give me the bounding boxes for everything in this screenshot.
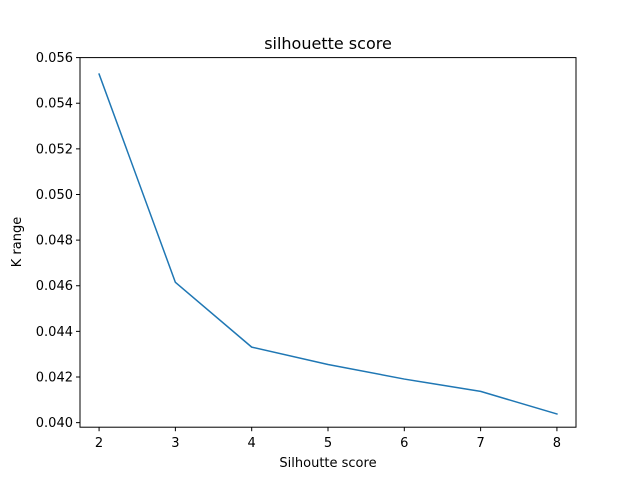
- y-tick-label: 0.052: [36, 142, 73, 157]
- series-line: [98, 73, 558, 415]
- series-group: [98, 73, 558, 415]
- y-tick-label: 0.054: [36, 97, 73, 112]
- y-axis-ticks: 0.040 0.042 0.044 0.046 0.048 0.050 0.052 0.054…: [36, 51, 80, 431]
- x-tick-label: 3: [171, 436, 179, 451]
- chart-title: silhouette score: [264, 34, 392, 53]
- y-tick-label: 0.040: [36, 416, 73, 431]
- x-tick-label: 8: [553, 436, 561, 451]
- x-tick-label: 7: [476, 436, 484, 451]
- y-tick-label: 0.044: [36, 325, 73, 340]
- y-tick-label: 0.042: [36, 371, 73, 386]
- x-axis-label: Silhoutte score: [279, 456, 376, 471]
- y-axis-label: K range: [10, 217, 25, 267]
- x-tick-label: 2: [95, 436, 103, 451]
- x-tick-label: 6: [400, 436, 408, 451]
- y-tick-label: 0.056: [36, 51, 73, 66]
- x-axis-ticks: 2 3 4 5 6 7 8: [95, 427, 561, 451]
- x-tick-label: 5: [324, 436, 332, 451]
- y-tick-label: 0.050: [36, 188, 73, 203]
- y-tick-label: 0.046: [36, 279, 73, 294]
- x-tick-label: 4: [248, 436, 256, 451]
- y-tick-label: 0.048: [36, 234, 73, 249]
